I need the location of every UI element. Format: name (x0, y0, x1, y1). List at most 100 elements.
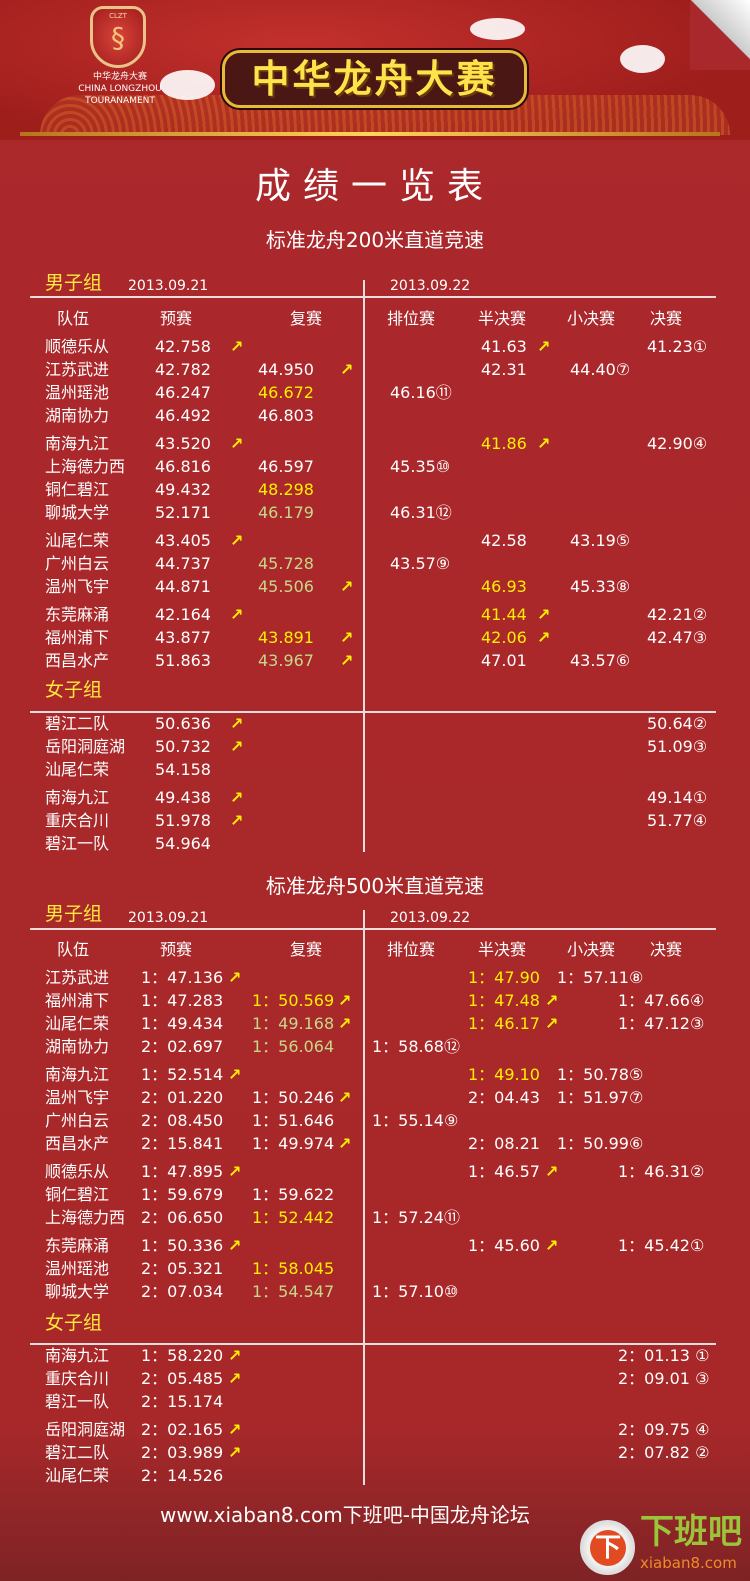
semifinal-time: 1：46.17 (468, 1014, 540, 1033)
arrow-up-right-icon: ↗ (340, 651, 354, 670)
page-curl (690, 0, 750, 70)
prelim-time: 54.964 (155, 834, 211, 853)
result-row: 汕尾仁荣 2：14.526 (0, 1465, 750, 1487)
arrow-up-right-icon: ↗ (338, 1134, 352, 1153)
result-row: 南海九江 49.438 ↗ 49.14① (0, 787, 750, 809)
result-row: 碧江二队 2：03.989 ↗ 2：07.82 ② (0, 1442, 750, 1464)
arrow-up-right-icon: ↗ (230, 788, 244, 807)
arrow-up-right-icon: ↗ (230, 811, 244, 830)
result-row: 聊城大学 52.171 46.179 46.31⑫ (0, 502, 750, 524)
prelim-time: 44.737 (155, 554, 211, 573)
prelim-time: 1：47.895 (141, 1162, 224, 1181)
result-row: 江苏武进 42.782 44.950 ↗ 42.31 44.40⑦ (0, 359, 750, 381)
team-name: 江苏武进 (45, 968, 110, 987)
small-final-time: 45.33⑧ (570, 577, 631, 596)
semifinal-time: 2：04.43 (468, 1088, 540, 1107)
result-row: 聊城大学 2：07.034 1：54.547 1：57.10⑩ (0, 1281, 750, 1303)
placement-time: 45.35⑩ (390, 457, 451, 476)
arrow-up-right-icon: ↗ (545, 1162, 559, 1181)
prelim-time: 2：07.034 (141, 1282, 224, 1301)
placement-time: 1：55.14⑨ (372, 1111, 459, 1130)
repechage-time: 1：56.064 (252, 1037, 335, 1056)
arrow-up-right-icon: ↗ (338, 1014, 352, 1033)
prelim-time: 2：15.174 (141, 1392, 224, 1411)
result-row: 顺德乐从 1：47.895 ↗ 1：46.57 ↗ 1：46.31② (0, 1161, 750, 1183)
banner-title: 中华龙舟大赛 (251, 57, 498, 101)
repechage-time: 45.728 (258, 554, 314, 573)
prelim-time: 51.978 (155, 811, 211, 830)
prelim-time: 2：06.650 (141, 1208, 224, 1227)
result-row: 福州浦下 1：47.283 1：50.569 ↗ 1：47.48 ↗ 1：47.66④ (0, 990, 750, 1012)
final-time: 2：01.13 ① (618, 1346, 710, 1365)
column-header-prelim: 预赛 (160, 309, 193, 328)
result-row: 碧江二队 50.636 ↗ 50.64② (0, 713, 750, 735)
arrow-up-right-icon: ↗ (545, 1014, 559, 1033)
result-row: 西昌水产 51.863 43.967 ↗ 47.01 43.57⑥ (0, 650, 750, 672)
arrow-up-right-icon: ↗ (338, 991, 352, 1010)
prelim-time: 2：01.220 (141, 1088, 224, 1107)
team-name: 碧江二队 (45, 714, 110, 733)
small-final-time: 1：51.97⑦ (557, 1088, 644, 1107)
semifinal-time: 46.93 (481, 577, 527, 596)
semifinal-time: 2：08.21 (468, 1134, 540, 1153)
prelim-time: 50.732 (155, 737, 211, 756)
repechage-time: 45.506 (258, 577, 314, 596)
result-row: 岳阳洞庭湖 50.732 ↗ 51.09③ (0, 736, 750, 758)
men-group-label: 男子组 (45, 272, 103, 294)
arrow-up-right-icon: ↗ (230, 337, 244, 356)
prelim-time: 2：15.841 (141, 1134, 224, 1153)
prelim-time: 2：02.697 (141, 1037, 224, 1056)
team-name: 汕尾仁荣 (45, 531, 110, 550)
prelim-time: 2：03.989 (141, 1443, 224, 1462)
team-name: 岳阳洞庭湖 (45, 737, 126, 756)
logo-glyph: 下 (590, 1530, 626, 1566)
result-row: 温州飞宇 2：01.220 1：50.246 ↗ 2：04.43 1：51.97⑦ (0, 1087, 750, 1109)
result-row: 福州浦下 43.877 43.891 ↗ 42.06 ↗ 42.47③ (0, 627, 750, 649)
prelim-time: 43.405 (155, 531, 211, 550)
footer-text: www.xiaban8.com下班吧-中国龙舟论坛 (160, 1503, 530, 1527)
result-row: 温州瑶池 2：05.321 1：58.045 (0, 1258, 750, 1280)
column-header-semi: 半决赛 (478, 940, 527, 959)
team-name: 汕尾仁荣 (45, 1014, 110, 1033)
team-name: 岳阳洞庭湖 (45, 1420, 126, 1439)
result-row: 江苏武进 1：47.136 ↗ 1：47.90 1：57.11⑧ (0, 967, 750, 989)
banner-plaque: 中华龙舟大赛 (222, 50, 527, 108)
result-row: 温州飞宇 44.871 45.506 ↗ 46.93 45.33⑧ (0, 576, 750, 598)
logo-cn: 中华龙舟大赛 (92, 72, 147, 82)
page-title: 成绩一览表 (254, 166, 495, 207)
semifinal-time: 1：47.90 (468, 968, 540, 987)
prelim-time: 1：47.283 (141, 991, 224, 1010)
team-name: 湖南协力 (45, 1037, 110, 1056)
semifinal-time: 47.01 (481, 651, 527, 670)
repechage-time: 1：49.974 (252, 1134, 335, 1153)
semifinal-time: 41.86 (481, 434, 527, 453)
final-time: 1：46.31② (618, 1162, 705, 1181)
prelim-time: 49.438 (155, 788, 211, 807)
women-divider (30, 711, 716, 713)
arrow-up-right-icon: ↗ (228, 1443, 242, 1462)
repechage-time: 43.967 (258, 651, 314, 670)
repechage-time: 43.891 (258, 628, 314, 647)
section-title: 标准龙舟200米直道竞速 (265, 228, 485, 252)
team-name: 南海九江 (45, 1065, 110, 1084)
team-name: 聊城大学 (45, 503, 110, 522)
semifinal-time: 1：45.60 (468, 1236, 540, 1255)
prelim-time: 43.520 (155, 434, 211, 453)
prelim-time: 43.877 (155, 628, 211, 647)
semifinal-time: 1：46.57 (468, 1162, 540, 1181)
arrow-up-right-icon: ↗ (230, 714, 244, 733)
repechage-time: 46.672 (258, 383, 314, 402)
team-name: 南海九江 (45, 1346, 110, 1365)
prelim-time: 49.432 (155, 480, 211, 499)
section-title: 标准龙舟500米直道竞速 (265, 874, 485, 898)
arrow-up-right-icon: ↗ (228, 1065, 242, 1084)
prelim-time: 46.816 (155, 457, 211, 476)
prelim-time: 46.247 (155, 383, 211, 402)
result-row: 上海德力西 2：06.650 1：52.442 1：57.24⑪ (0, 1207, 750, 1229)
placement-time: 46.31⑫ (390, 503, 452, 522)
arrow-up-right-icon: ↗ (228, 1236, 242, 1255)
arrow-up-right-icon: ↗ (537, 605, 551, 624)
team-name: 福州浦下 (45, 991, 110, 1010)
placement-time: 43.57⑨ (390, 554, 451, 573)
column-header-final: 决赛 (650, 940, 683, 959)
